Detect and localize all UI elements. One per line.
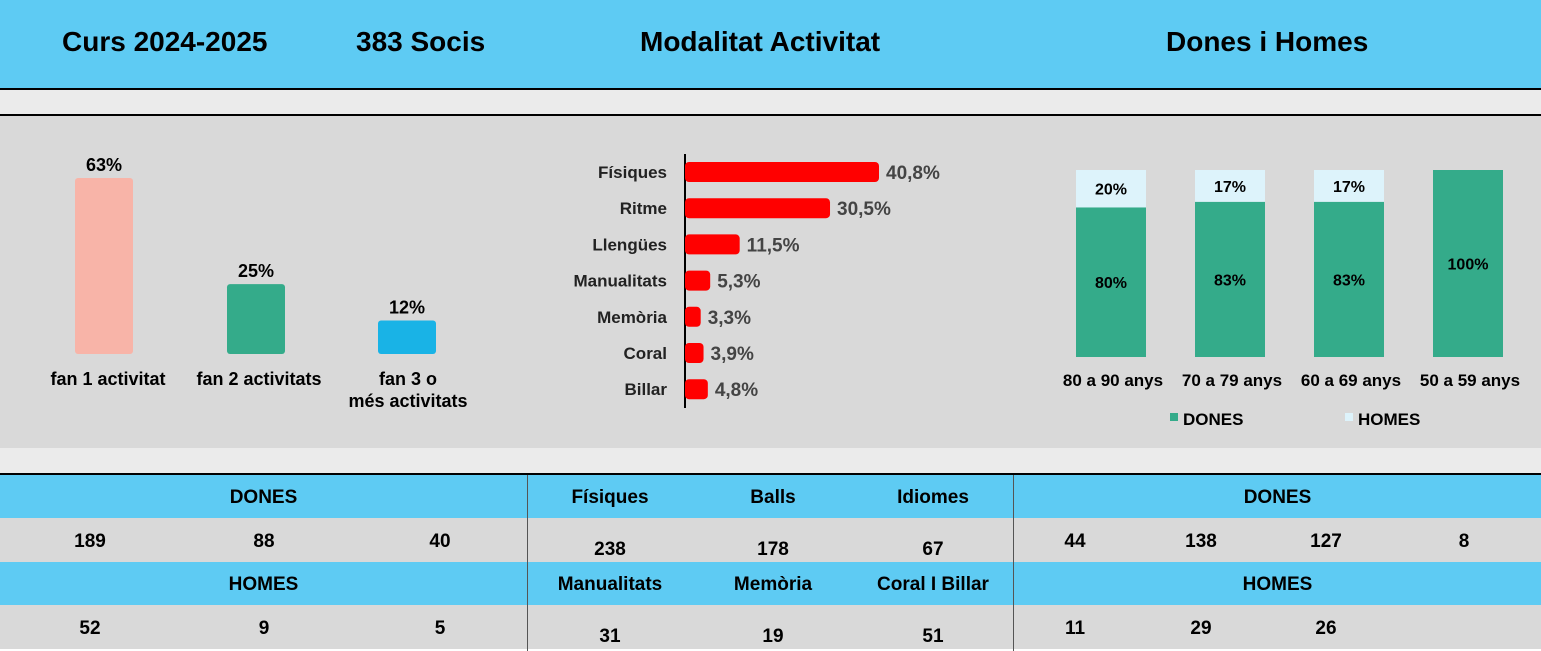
tick-label: fan 3 o més activitats: [348, 369, 467, 411]
right-women-4: 8: [1458, 531, 1470, 552]
bar-segment: [1076, 170, 1146, 208]
left-men-label: HOMES: [228, 574, 299, 595]
column-divider: [527, 475, 528, 651]
left-men-1: 52: [79, 618, 101, 639]
tick-label: 70 a 79 anys: [1182, 371, 1282, 390]
left-men-2: 9: [258, 618, 270, 639]
gender-title: Dones i Homes: [1166, 26, 1369, 57]
left-women-3: 40: [429, 531, 451, 552]
legend-label: DONES: [1183, 410, 1243, 429]
mid-header-1: Físiques: [571, 487, 649, 508]
spacer-strip-bottom: [0, 448, 1541, 473]
bar-segment: [1076, 207, 1146, 357]
data-label: 17%: [1214, 179, 1246, 196]
legend-swatch: [1170, 413, 1178, 421]
left-women-1: 189: [74, 531, 106, 552]
data-label: 83%: [1214, 272, 1246, 289]
bar: [685, 234, 740, 255]
bar: [685, 379, 708, 400]
data-label: 3,3%: [708, 308, 751, 329]
bar-segment: [1433, 170, 1503, 357]
tick-label: fan 2 activitats: [196, 369, 321, 389]
data-label: 5,3%: [717, 272, 760, 293]
table-row: [0, 475, 1541, 518]
legend-label: HOMES: [1358, 410, 1420, 429]
data-label: 100%: [1448, 257, 1489, 274]
mid-header-3: Idiomes: [897, 487, 969, 508]
tick-label: Ritme: [620, 199, 667, 218]
legend-swatch: [1345, 413, 1353, 421]
data-label: 3,9%: [711, 344, 754, 365]
table-row: [0, 518, 1541, 562]
modality-title: Modalitat Activitat: [640, 26, 881, 57]
data-label: 80%: [1095, 275, 1127, 292]
bar: [378, 320, 436, 354]
tick-label: Físiques: [598, 163, 667, 182]
data-label: 4,8%: [715, 380, 758, 401]
right-men-1: 11: [1064, 618, 1086, 639]
tick-label: Billar: [624, 380, 667, 399]
right-women-2: 138: [1185, 531, 1217, 552]
tick-label: Llengües: [592, 235, 667, 254]
mid-value-1: 238: [594, 539, 626, 560]
left-men-3: 5: [434, 618, 446, 639]
data-label: 11,5%: [747, 235, 800, 256]
summary-table: DONES 189 88 40 HOMES 52 9 5 Físiques Ba…: [0, 473, 1541, 651]
data-label: 40,8%: [886, 163, 940, 184]
data-label: 83%: [1333, 272, 1365, 289]
data-label: 17%: [1333, 179, 1365, 196]
mid-value-4: 31: [599, 626, 621, 647]
table-row: [0, 562, 1541, 605]
bar: [75, 178, 133, 354]
mid-header-5: Memòria: [733, 574, 813, 595]
members-count: 383 Socis: [356, 26, 486, 57]
data-label: 20%: [1095, 182, 1127, 199]
bar: [685, 198, 831, 219]
left-women-2: 88: [253, 531, 275, 552]
mid-value-2: 178: [757, 539, 789, 560]
column-divider: [1013, 475, 1014, 651]
activities-count-chart: 63% 25% 12% fan 1 activitat fan 2 activitats…: [50, 155, 467, 411]
bar-segment: [1195, 201, 1265, 357]
right-men-2: 29: [1190, 618, 1212, 639]
data-label: 63%: [86, 155, 122, 175]
bar-segment: [1314, 170, 1384, 202]
modality-chart: Físiques 40,8% Ritme 30,5% Llengües 11,5% Manu…: [573, 154, 940, 408]
course-title: Curs 2024-2025: [62, 26, 268, 57]
charts-panel: 63% 25% 12% fan 1 activitat fan 2 activitats…: [0, 114, 1541, 450]
right-men-3: 26: [1315, 618, 1337, 639]
right-men-label: HOMES: [1242, 574, 1313, 595]
mid-header-2: Balls: [750, 487, 796, 508]
tick-label: 80 a 90 anys: [1063, 371, 1163, 390]
gender-age-chart: 80% 20% 80 a 90 anys 83% 17% 70 a 79 anys 83% 1…: [1063, 170, 1520, 429]
right-women-1: 44: [1064, 531, 1086, 552]
right-women-label: DONES: [1243, 487, 1312, 508]
tick-label: Manualitats: [573, 272, 667, 291]
header-bar: Curs 2024-2025 383 Socis Modalitat Activ…: [0, 0, 1541, 90]
mid-value-6: 51: [922, 626, 944, 647]
data-label: 30,5%: [837, 199, 891, 220]
table-row: [0, 605, 1541, 649]
bar: [685, 270, 711, 291]
mid-value-3: 67: [922, 539, 944, 560]
tick-label: 60 a 69 anys: [1301, 371, 1401, 390]
right-women-3: 127: [1310, 531, 1342, 552]
tick-label: Memòria: [597, 308, 667, 327]
bar: [685, 343, 704, 363]
tick-label: 50 a 59 anys: [1420, 371, 1520, 390]
bar: [685, 306, 701, 327]
tick-label: Coral: [624, 344, 667, 363]
mid-header-6: Coral I Billar: [877, 574, 989, 595]
tick-label: fan 1 activitat: [50, 369, 165, 389]
bar: [227, 284, 285, 354]
bar-segment: [1195, 170, 1265, 202]
mid-value-5: 19: [762, 626, 784, 647]
bar: [685, 162, 879, 182]
data-label: 25%: [238, 261, 274, 281]
spacer-strip-top: [0, 90, 1541, 114]
left-women-label: DONES: [229, 487, 298, 508]
data-label: 12%: [389, 297, 425, 317]
bar-segment: [1314, 201, 1384, 357]
mid-header-4: Manualitats: [557, 574, 663, 595]
